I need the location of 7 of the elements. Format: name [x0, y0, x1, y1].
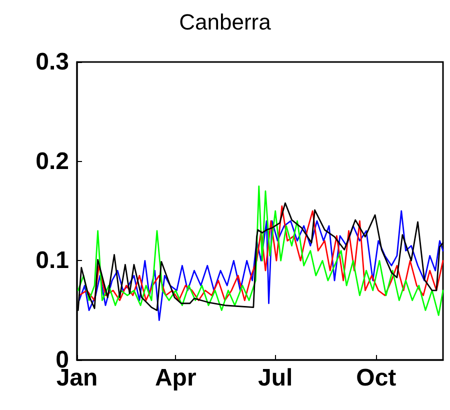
- x-tick-label: Oct: [356, 364, 396, 392]
- x-tick-label: Apr: [154, 364, 196, 392]
- y-tick-label: 0.2: [36, 148, 69, 175]
- x-tick-label: Jul: [258, 364, 293, 392]
- y-tick-label: 0.1: [36, 247, 69, 274]
- y-tick-label: 0.3: [36, 48, 69, 76]
- chart-title: Canberra: [179, 10, 272, 34]
